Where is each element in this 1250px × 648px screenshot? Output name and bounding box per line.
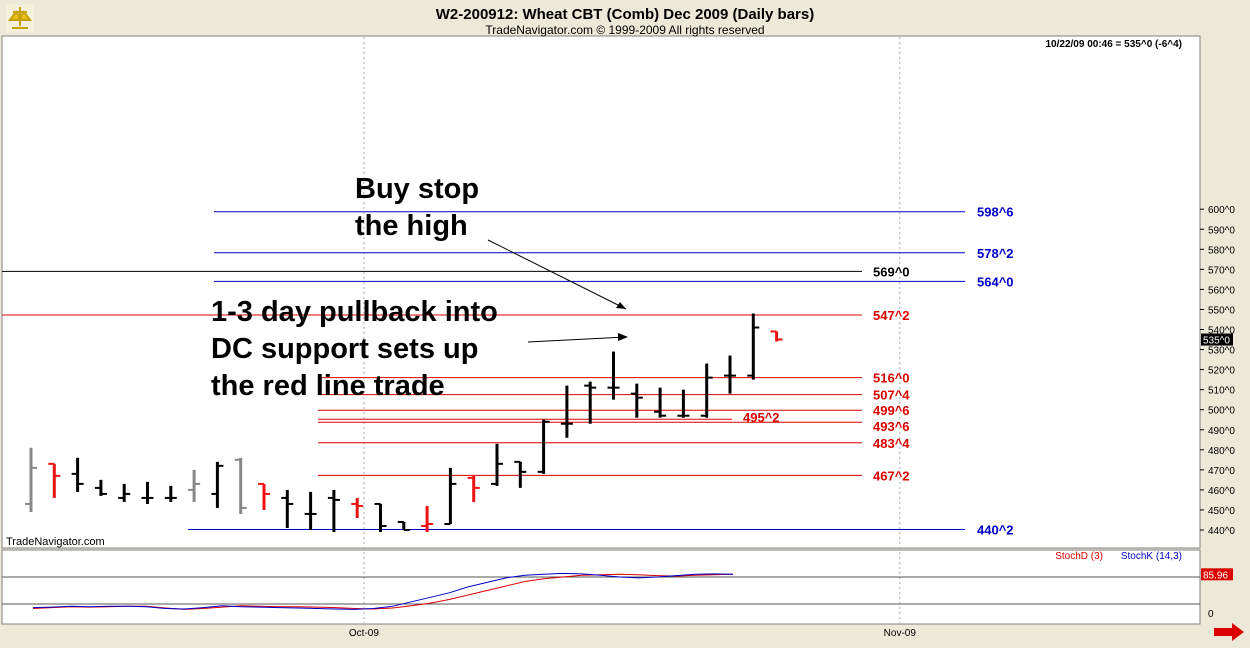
level-label: 493^6 bbox=[873, 419, 910, 434]
y-tick-label: 590^0 bbox=[1208, 225, 1235, 236]
annotation-buy-stop: Buy stop the high bbox=[355, 173, 627, 310]
level-label: 467^2 bbox=[873, 468, 910, 483]
ohlc-bar bbox=[234, 457, 247, 514]
arrowhead-icon bbox=[618, 333, 628, 341]
ohlc-bar bbox=[188, 469, 201, 502]
annotation-line: Buy stop bbox=[355, 173, 479, 205]
ohlc-bar bbox=[94, 479, 107, 496]
ohlc-bar bbox=[514, 460, 527, 488]
stoch-last-label: 85.96 bbox=[1203, 570, 1228, 581]
chart-subtitle: TradeNavigator.com © 1999-2009 All right… bbox=[485, 23, 764, 37]
ohlc-bar bbox=[467, 475, 480, 502]
price-panel bbox=[1, 35, 1201, 549]
annotation-line: 1-3 day pullback into bbox=[211, 296, 498, 328]
annotation-pullback: 1-3 day pullback into DC support sets up… bbox=[211, 296, 628, 402]
ohlc-bar bbox=[700, 363, 713, 418]
annotation-line: the red line trade bbox=[211, 370, 445, 402]
level-label: 564^0 bbox=[977, 274, 1014, 289]
y-tick-label: 600^0 bbox=[1208, 205, 1235, 216]
stoch-last-box bbox=[1201, 568, 1233, 581]
y-tick-label: 440^0 bbox=[1208, 526, 1235, 537]
ohlc-bar bbox=[747, 313, 760, 380]
ohlc-bar bbox=[770, 330, 783, 342]
ohlc-bar bbox=[584, 381, 597, 424]
scroll-right-arrow-icon[interactable] bbox=[1214, 623, 1244, 641]
level-label: 598^6 bbox=[977, 205, 1014, 220]
annotation-line: DC support sets up bbox=[211, 333, 478, 365]
axis-layer: Oct-09 Nov-09 440^0 450^0 460^0 470^0 480^0 490… bbox=[349, 205, 1235, 639]
chart-title: W2-200912: Wheat CBT (Comb) Dec 2009 (Da… bbox=[436, 6, 814, 23]
ohlc-bar bbox=[607, 351, 620, 400]
level-label: 483^4 bbox=[873, 436, 910, 451]
ohlc-bar bbox=[491, 443, 503, 486]
legend-stochD: StochD (3) bbox=[1055, 551, 1103, 562]
stoch-y-tick: 0 bbox=[1208, 609, 1214, 620]
y-tick-label: 510^0 bbox=[1208, 386, 1235, 397]
ohlc-bar bbox=[630, 383, 643, 418]
ohlc-bar bbox=[537, 419, 550, 474]
ohlc-bar bbox=[164, 485, 177, 502]
last-price-box bbox=[1201, 333, 1233, 346]
level-label: 578^2 bbox=[977, 246, 1014, 261]
x-tick-label: Nov-09 bbox=[884, 628, 917, 639]
y-tick-label: 450^0 bbox=[1208, 506, 1235, 517]
level-label: 495^2 bbox=[743, 410, 780, 425]
stoch-layer: 085.96 bbox=[2, 568, 1233, 620]
ohlc-bar bbox=[374, 502, 387, 533]
y-tick-label: 470^0 bbox=[1208, 466, 1235, 477]
ohlc-bar bbox=[421, 505, 434, 533]
y-tick-label: 550^0 bbox=[1208, 305, 1235, 316]
trade-navigator-logo-icon bbox=[6, 4, 34, 32]
ohlc-bar bbox=[677, 389, 690, 418]
y-tick-label: 580^0 bbox=[1208, 245, 1235, 256]
y-tick-label: 560^0 bbox=[1208, 285, 1235, 296]
y-tick-label: 460^0 bbox=[1208, 486, 1235, 497]
ohlc-bar bbox=[397, 520, 410, 531]
level-label: 507^4 bbox=[873, 388, 910, 403]
stoch-panel bbox=[1, 549, 1201, 625]
ohlc-bar bbox=[211, 461, 224, 508]
arrowhead-icon bbox=[616, 302, 626, 309]
ohlc-bar bbox=[560, 385, 573, 438]
ohlc-bar bbox=[304, 491, 317, 530]
level-label: 516^0 bbox=[873, 371, 910, 386]
y-tick-label: 490^0 bbox=[1208, 426, 1235, 437]
ohlc-bar bbox=[724, 355, 736, 394]
ohlc-bar bbox=[351, 497, 364, 518]
ohlc-bar bbox=[654, 387, 667, 418]
annotation-arrow bbox=[487, 239, 627, 310]
y-tick-label: 500^0 bbox=[1208, 406, 1235, 417]
stoch-series-line bbox=[32, 572, 734, 610]
ohlc-bar bbox=[25, 447, 37, 512]
x-tick-label: Oct-09 bbox=[349, 628, 379, 639]
ohlc-bar bbox=[327, 489, 340, 533]
annotation-line: the high bbox=[355, 210, 468, 242]
ohlc-bar bbox=[48, 462, 61, 498]
last-price-label: 535^0 bbox=[1203, 336, 1230, 347]
y-tick-label: 570^0 bbox=[1208, 265, 1235, 276]
level-label: 547^2 bbox=[873, 308, 910, 323]
ohlc-bar bbox=[444, 467, 457, 525]
y-tick-label: 530^0 bbox=[1208, 346, 1235, 357]
ohlc-bar bbox=[258, 482, 270, 510]
legend-stochK: StochK (14,3) bbox=[1121, 551, 1182, 562]
annotation-arrow bbox=[527, 336, 627, 343]
y-tick-label: 540^0 bbox=[1208, 326, 1235, 337]
y-tick-label: 480^0 bbox=[1208, 446, 1235, 457]
ohlc-bar bbox=[71, 457, 84, 492]
level-label: 440^2 bbox=[977, 522, 1014, 537]
level-label: 569^0 bbox=[873, 264, 910, 279]
y-tick-label: 520^0 bbox=[1208, 366, 1235, 377]
ohlc-bar bbox=[141, 481, 154, 504]
watermark: TradeNavigator.com bbox=[6, 536, 105, 548]
level-label: 499^6 bbox=[873, 403, 910, 418]
bars-layer bbox=[25, 313, 783, 533]
datestamp-readout: 10/22/09 00:46 = 535^0 (-6^4) bbox=[1046, 39, 1183, 50]
ohlc-bar bbox=[118, 483, 131, 502]
ohlc-bar bbox=[281, 489, 294, 528]
